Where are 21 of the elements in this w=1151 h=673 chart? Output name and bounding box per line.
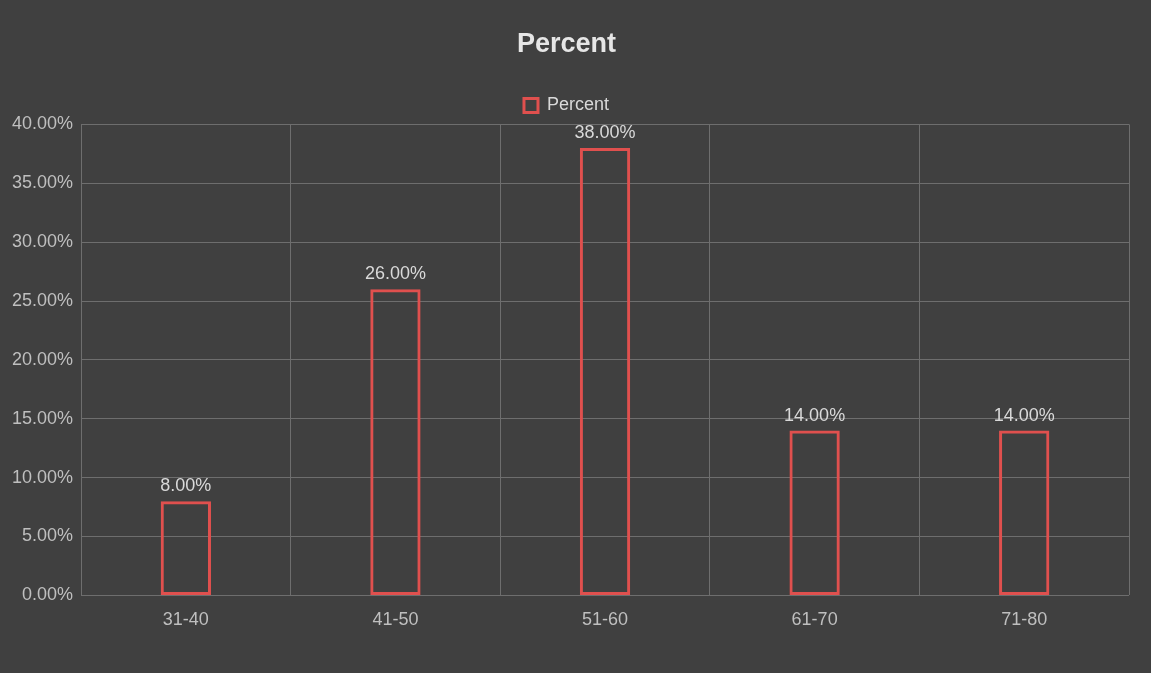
y-tick-label: 20.00%	[11, 348, 74, 369]
x-tick-label: 61-70	[791, 609, 838, 630]
data-label: 14.00%	[993, 404, 1055, 425]
y-tick-label: 30.00%	[11, 231, 74, 252]
y-tick-label: 35.00%	[11, 172, 74, 193]
y-tick-label: 40.00%	[11, 113, 74, 134]
data-label: 14.00%	[784, 404, 846, 425]
x-tick-label: 51-60	[582, 609, 629, 630]
y-tick-label: 25.00%	[11, 289, 74, 310]
x-tick-label: 71-80	[1001, 609, 1048, 630]
chart-title: Percent	[516, 27, 617, 58]
data-label: 26.00%	[364, 263, 426, 284]
y-tick-label: 10.00%	[11, 466, 74, 487]
legend-label: Percent	[546, 94, 610, 115]
x-tick-label: 41-50	[372, 609, 419, 630]
data-label: 38.00%	[574, 121, 636, 142]
y-tick-label: 5.00%	[22, 525, 74, 546]
x-tick-label: 31-40	[162, 609, 209, 630]
y-tick-label: 0.00%	[22, 584, 74, 605]
data-label: 8.00%	[160, 475, 212, 496]
y-tick-label: 15.00%	[11, 407, 74, 428]
